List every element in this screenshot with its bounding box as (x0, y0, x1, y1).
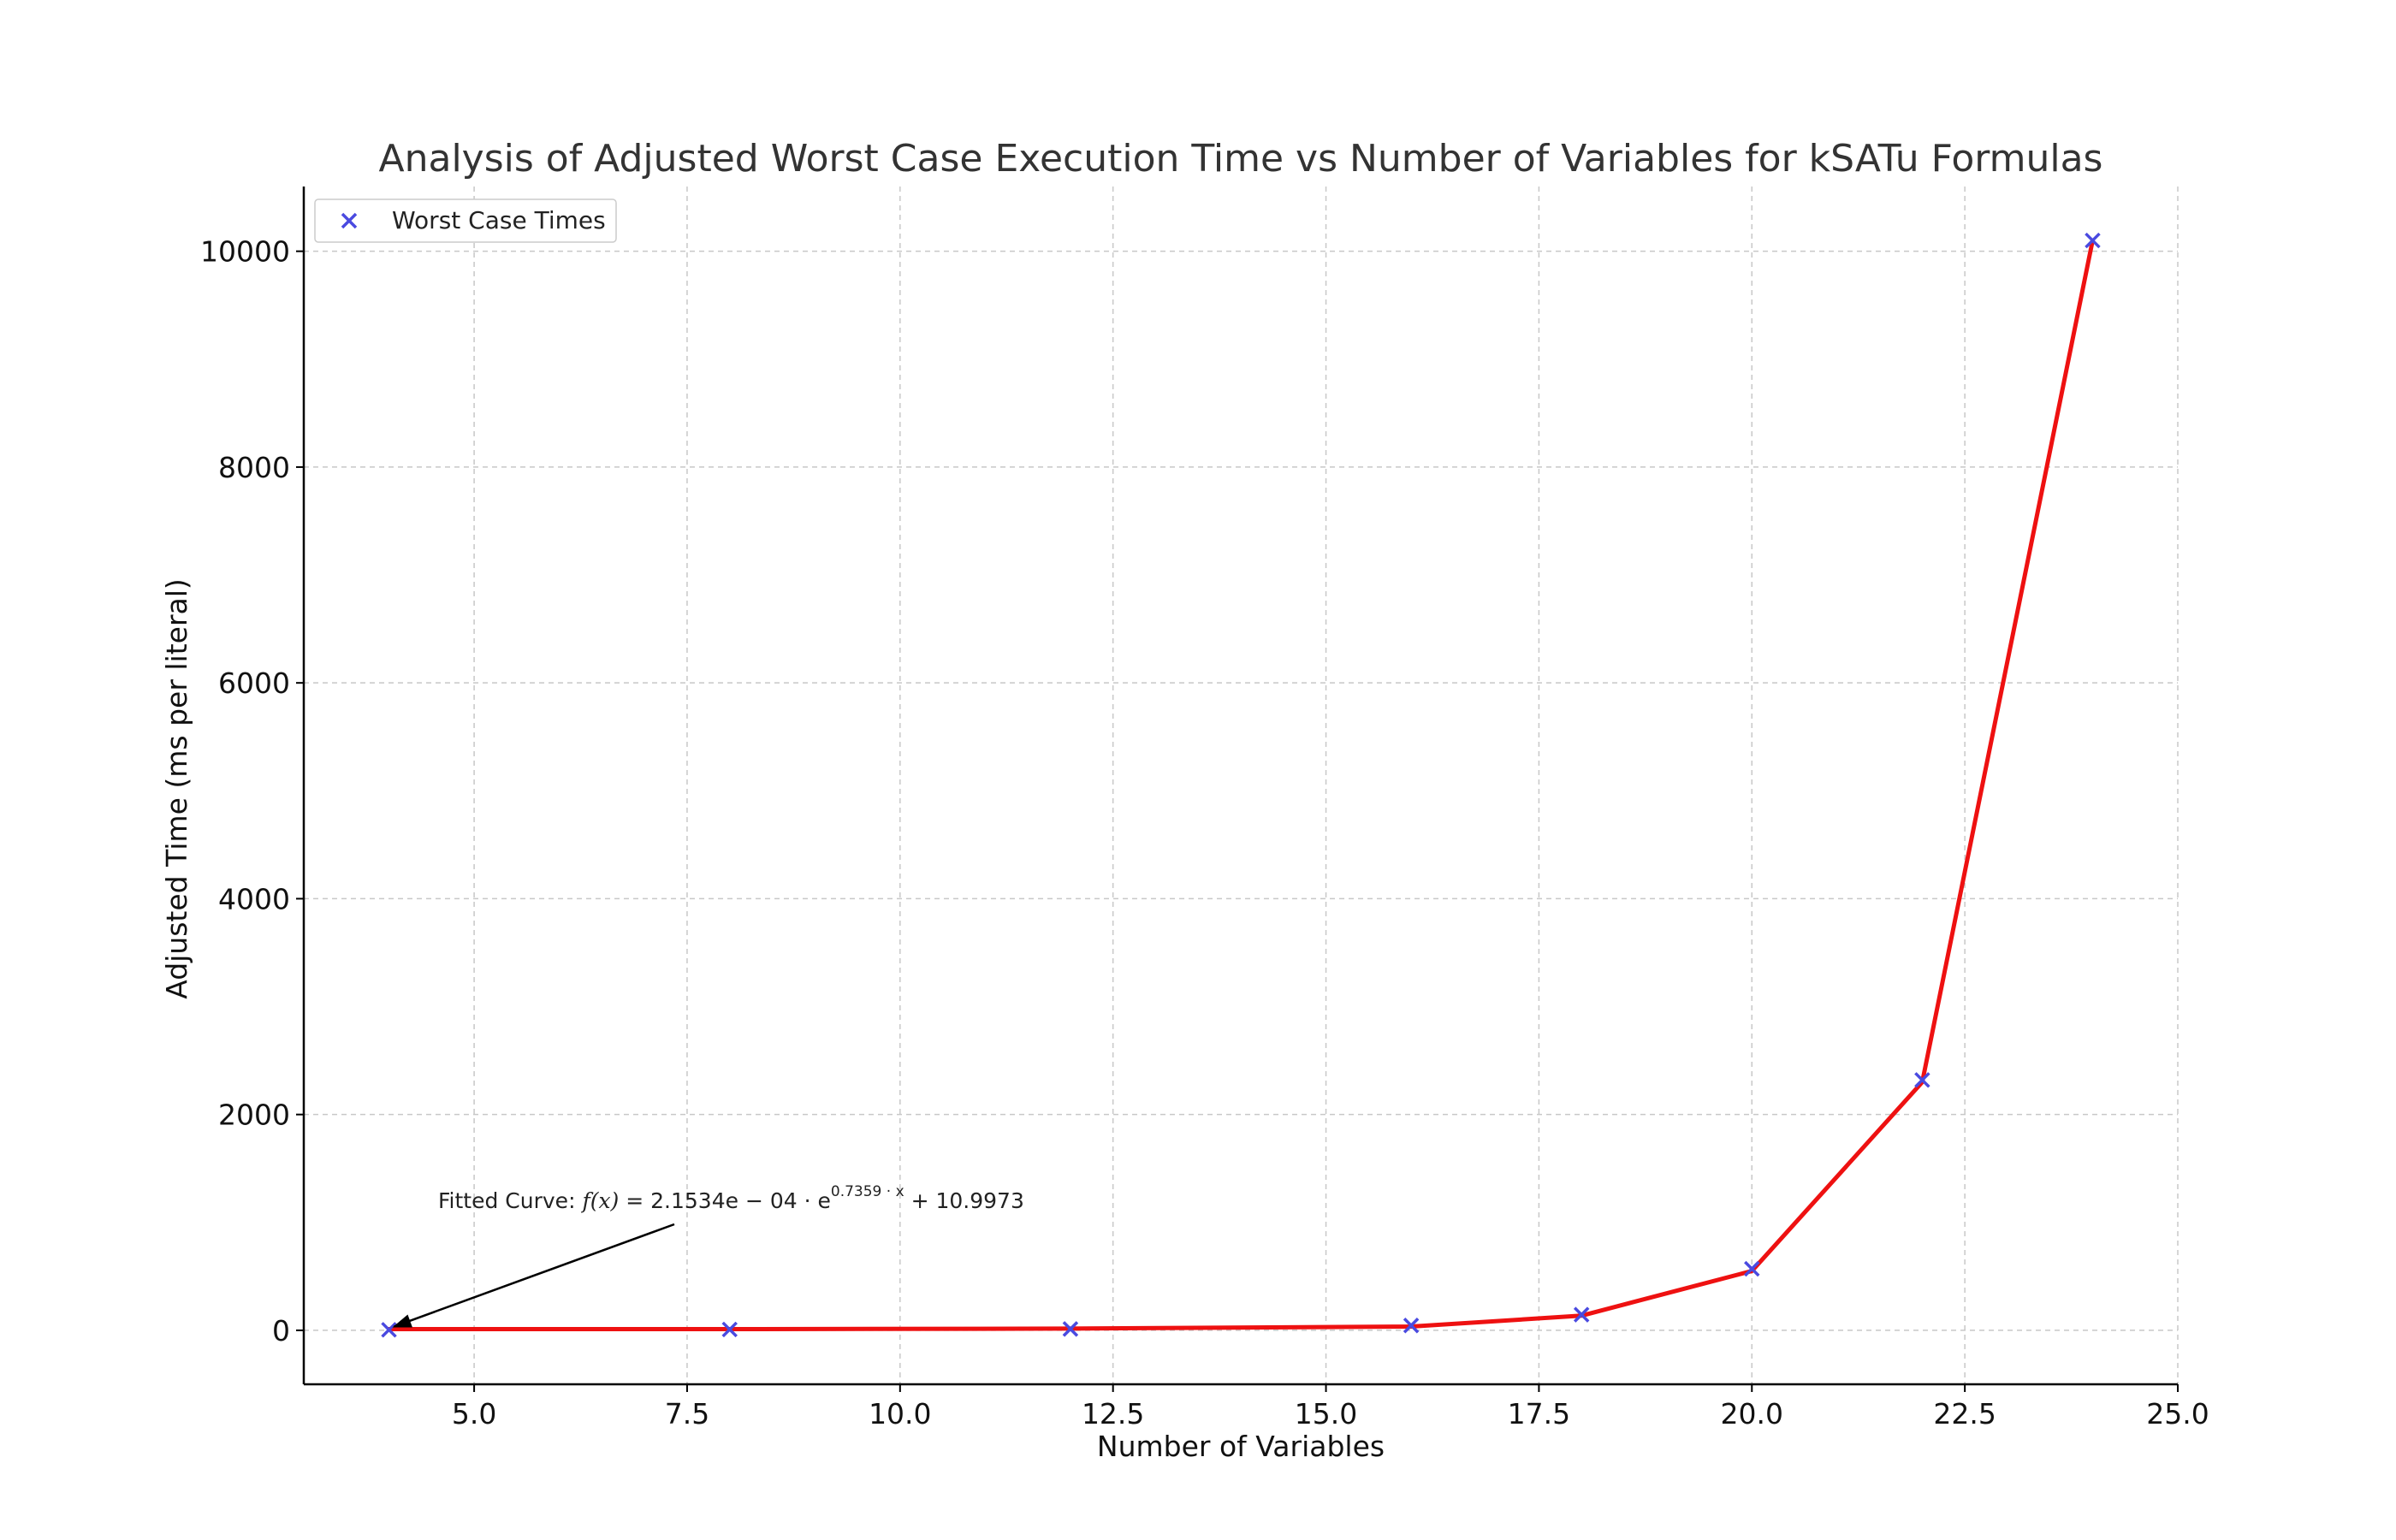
data-point-6 (1914, 1072, 1930, 1088)
worst-case-times-series (381, 232, 2101, 1338)
x-axis-label: Number of Variables (1097, 1430, 1385, 1463)
y-axis-label: Adjusted Time (ms per literal) (160, 578, 193, 999)
annotation-formula-eq: = 2.1534e − 04 · e (619, 1188, 831, 1213)
data-point-5 (1744, 1260, 1760, 1277)
y-axis-ticks: 0 2000 4000 6000 8000 10000 (200, 235, 304, 1348)
y-tick-label-1: 2000 (218, 1099, 290, 1132)
annotation-arrowhead (392, 1314, 412, 1328)
legend-box (314, 198, 617, 243)
annotation-text: Fitted Curve: f(x) = 2.1534e − 04 · e0.7… (438, 1183, 1024, 1213)
x-tick-label-1: 7.5 (665, 1397, 709, 1430)
x-tick-label-3: 12.5 (1082, 1397, 1144, 1430)
data-point-4 (1573, 1306, 1590, 1323)
chart-title: Analysis of Adjusted Worst Case Executio… (379, 137, 2103, 181)
legend-marker-x-icon (341, 212, 358, 229)
y-tick-label-5: 10000 (200, 235, 290, 269)
annotation-formula-tail: + 10.9973 (904, 1188, 1024, 1213)
axes (302, 187, 2178, 1386)
x-tick-label-5: 17.5 (1508, 1397, 1570, 1430)
x-tick-label-6: 20.0 (1721, 1397, 1783, 1430)
annotation-prefix: Fitted Curve: (438, 1188, 582, 1213)
data-point-2 (1062, 1321, 1079, 1337)
fitted-curve-annotation: Fitted Curve: f(x) = 2.1534e − 04 · e0.7… (392, 1183, 1024, 1328)
data-point-7 (2085, 232, 2101, 249)
y-tick-label-3: 6000 (218, 666, 290, 700)
annotation-formula-exp: 0.7359 · x (831, 1183, 904, 1200)
x-tick-label-2: 10.0 (869, 1397, 931, 1430)
data-point-0 (381, 1322, 397, 1338)
legend-label: Worst Case Times (392, 206, 606, 234)
y-tick-label-2: 4000 (218, 882, 290, 915)
y-tick-label-0: 0 (272, 1314, 290, 1348)
x-axis-ticks: 5.0 7.5 10.0 12.5 15.0 17.5 20.0 22.5 25.0 (452, 1384, 2209, 1430)
data-point-3 (1403, 1318, 1420, 1334)
data-point-1 (721, 1321, 738, 1338)
legend: Worst Case Times (314, 198, 617, 243)
x-tick-label-4: 15.0 (1295, 1397, 1357, 1430)
x-tick-label-8: 25.0 (2146, 1397, 2209, 1430)
annotation-arrow (394, 1223, 675, 1328)
fitted-curve-line (387, 238, 2095, 1332)
x-tick-label-0: 5.0 (452, 1397, 496, 1430)
fitted-line-series (387, 238, 2095, 1332)
annotation-formula-lhs: f(x) (580, 1188, 619, 1213)
y-tick-label-4: 8000 (218, 451, 290, 484)
x-tick-label-7: 22.5 (1933, 1397, 1996, 1430)
